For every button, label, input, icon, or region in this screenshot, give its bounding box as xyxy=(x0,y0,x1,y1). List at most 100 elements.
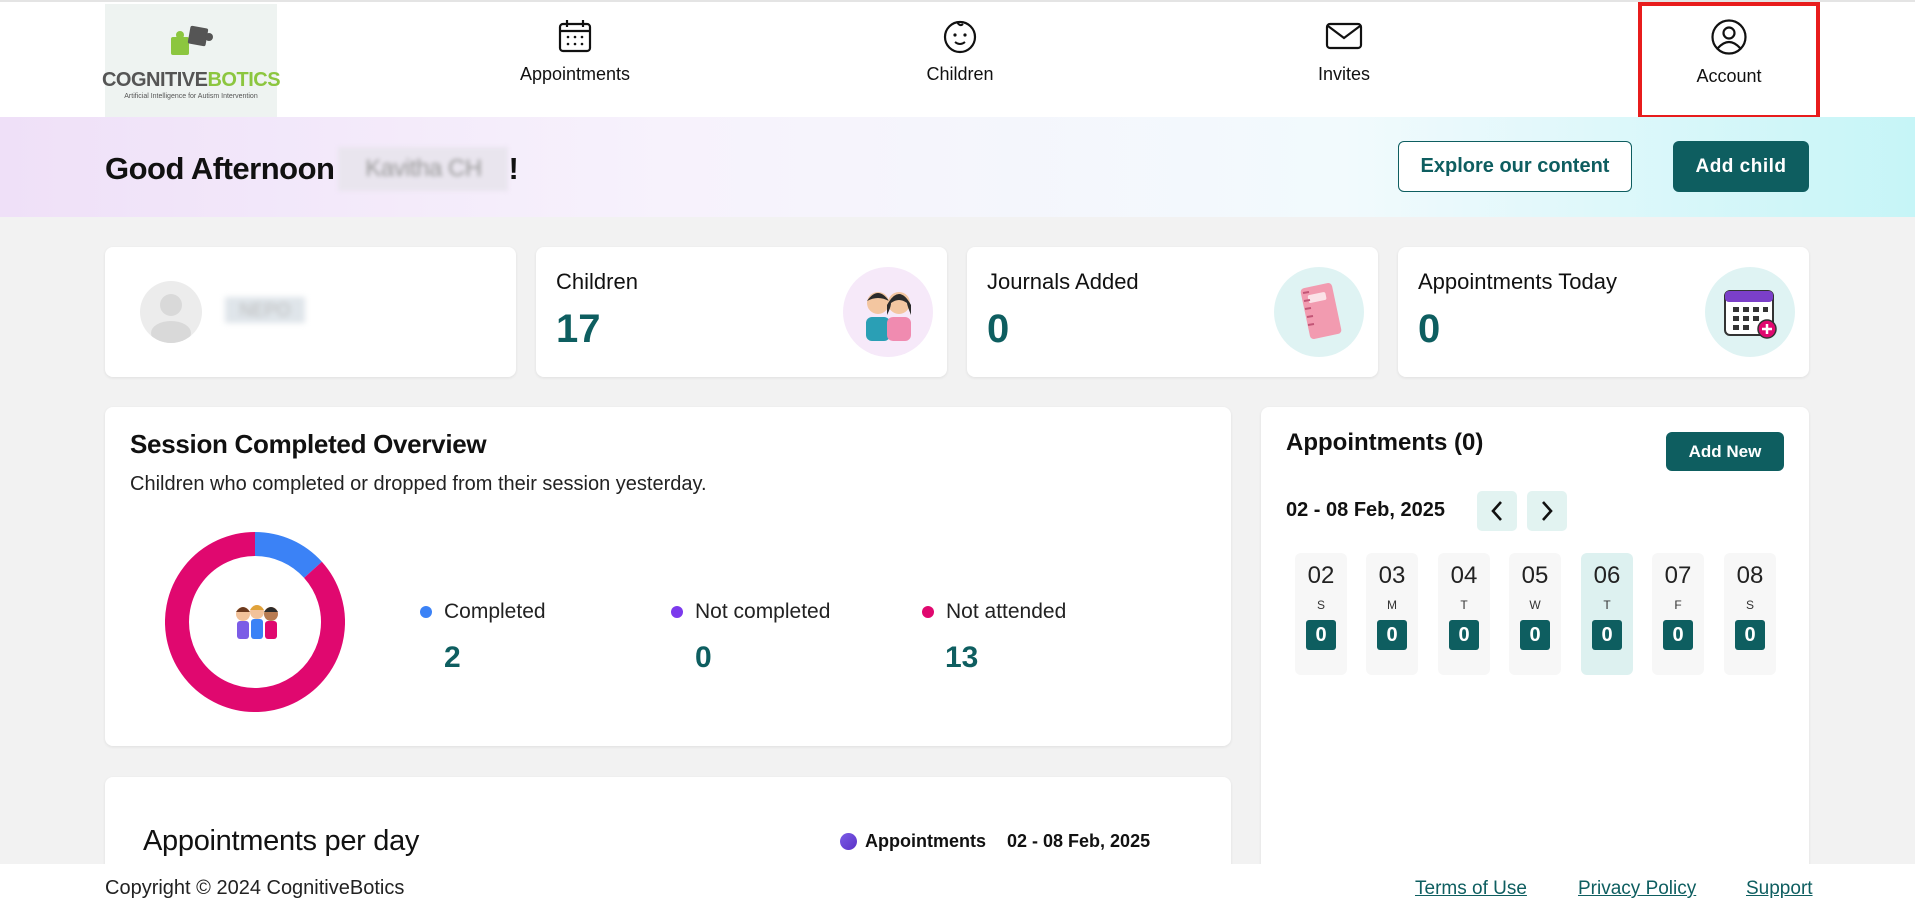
legend-not-attended: Not attended xyxy=(922,600,1066,624)
children-illustration-icon xyxy=(843,267,933,357)
avatar xyxy=(140,281,202,343)
greeting-heading: Good Afternoon Kavitha CH ! xyxy=(105,147,519,191)
day-number: 05 xyxy=(1521,562,1549,589)
envelope-icon xyxy=(1325,22,1363,50)
legend-value-not-attended: 13 xyxy=(945,641,979,674)
day-count-badge: 0 xyxy=(1663,620,1693,650)
copyright-text: Copyright © 2024 CognitiveBotics xyxy=(105,877,405,899)
journals-stat-card[interactable]: Journals Added 0 xyxy=(967,247,1378,377)
legend-value-completed: 2 xyxy=(444,641,461,674)
day-cell[interactable]: 07 F 0 xyxy=(1652,553,1704,675)
day-count-badge: 0 xyxy=(1306,620,1336,650)
add-new-appointment-button[interactable]: Add New xyxy=(1666,432,1784,471)
previous-week-button[interactable] xyxy=(1477,491,1517,531)
logo-wordmark: COGNITIVEBOTICS xyxy=(101,69,281,91)
stat-label: Children xyxy=(556,269,638,294)
session-overview-title: Session Completed Overview xyxy=(130,429,487,459)
day-weekday: M xyxy=(1387,598,1397,612)
nav-appointments[interactable]: Appointments xyxy=(484,2,666,119)
user-circle-icon xyxy=(1711,19,1747,55)
per-day-legend: Appointments xyxy=(840,831,986,852)
footer: Copyright © 2024 CognitiveBotics Terms o… xyxy=(0,864,1915,911)
nav-invites[interactable]: Invites xyxy=(1253,2,1435,119)
day-cell[interactable]: 08 S 0 xyxy=(1724,553,1776,675)
stat-value: 17 xyxy=(556,307,601,351)
day-weekday: F xyxy=(1674,598,1682,612)
legend-label: Not completed xyxy=(695,600,831,623)
logo-tagline: Artificial Intelligence for Autism Inter… xyxy=(124,93,258,100)
day-number: 03 xyxy=(1378,562,1406,589)
appointments-panel: Appointments (0) Add New 02 - 08 Feb, 20… xyxy=(1261,407,1809,897)
calendar-icon xyxy=(558,20,592,53)
day-number: 04 xyxy=(1450,562,1478,589)
legend-completed: Completed xyxy=(420,600,546,624)
day-count-badge: 0 xyxy=(1735,620,1765,650)
day-number: 07 xyxy=(1664,562,1692,589)
redacted-profile-name: NEPO xyxy=(225,297,305,323)
default-avatar-icon xyxy=(151,294,191,343)
greeting-suffix: ! xyxy=(508,151,519,186)
session-donut-chart xyxy=(165,532,345,712)
session-overview-card: Session Completed Overview Children who … xyxy=(105,407,1231,746)
calendar-plus-icon xyxy=(1705,267,1795,357)
legend-dot xyxy=(840,833,857,850)
day-weekday: S xyxy=(1316,598,1325,612)
legend-dot xyxy=(420,606,432,618)
day-count-badge: 0 xyxy=(1449,620,1479,650)
legend-label: Not attended xyxy=(946,600,1067,623)
journal-notebook-icon xyxy=(1274,267,1364,357)
redacted-user-name: Kavitha CH xyxy=(338,147,509,191)
nav-account-label: Account xyxy=(1696,66,1762,86)
day-number: 08 xyxy=(1736,562,1764,589)
legend-dot xyxy=(671,606,683,618)
day-count-badge: 0 xyxy=(1520,620,1550,650)
add-child-button[interactable]: Add child xyxy=(1673,141,1809,192)
day-weekday: S xyxy=(1745,598,1754,612)
stat-label: Appointments Today xyxy=(1418,269,1617,294)
legend-value-not-completed: 0 xyxy=(695,641,712,674)
day-cell[interactable]: 02 S 0 xyxy=(1295,553,1347,675)
top-navigation: COGNITIVEBOTICS Artificial Intelligence … xyxy=(0,0,1915,119)
donut-slice-not-attended xyxy=(165,532,345,712)
privacy-policy-link[interactable]: Privacy Policy xyxy=(1578,878,1697,899)
children-group-icon xyxy=(236,605,278,639)
nav-children-label: Children xyxy=(926,64,994,84)
day-cell-selected[interactable]: 06 T 0 xyxy=(1581,553,1633,675)
day-number: 06 xyxy=(1593,562,1621,589)
support-link[interactable]: Support xyxy=(1746,878,1813,899)
profile-card[interactable]: NEPO xyxy=(105,247,516,377)
per-day-legend-label: Appointments xyxy=(865,831,986,851)
terms-of-use-link[interactable]: Terms of Use xyxy=(1415,878,1527,899)
chevron-right-icon xyxy=(1542,501,1553,521)
session-overview-subtitle: Children who completed or dropped from t… xyxy=(130,473,707,495)
nav-invites-label: Invites xyxy=(1317,64,1371,84)
stat-value: 0 xyxy=(987,307,1010,351)
day-cell[interactable]: 04 T 0 xyxy=(1438,553,1490,675)
day-cell[interactable]: 05 W 0 xyxy=(1509,553,1561,675)
day-count-badge: 0 xyxy=(1377,620,1407,650)
day-cell[interactable]: 03 M 0 xyxy=(1366,553,1418,675)
next-week-button[interactable] xyxy=(1527,491,1567,531)
baby-face-icon xyxy=(943,20,977,54)
legend-not-completed: Not completed xyxy=(671,600,830,624)
stat-value: 0 xyxy=(1418,307,1441,351)
appointments-per-day-title: Appointments per day xyxy=(143,825,420,857)
day-number: 02 xyxy=(1307,562,1335,589)
greeting-text: Good Afternoon xyxy=(105,151,335,186)
day-weekday: T xyxy=(1460,598,1468,612)
chevron-left-icon xyxy=(1491,501,1502,521)
legend-dot xyxy=(922,606,934,618)
week-range-label: 02 - 08 Feb, 2025 xyxy=(1286,499,1445,521)
appointments-today-stat-card[interactable]: Appointments Today 0 xyxy=(1398,247,1809,377)
day-weekday: T xyxy=(1603,598,1611,612)
explore-content-button[interactable]: Explore our content xyxy=(1398,141,1632,192)
day-count-badge: 0 xyxy=(1592,620,1622,650)
appointments-panel-title: Appointments (0) xyxy=(1286,429,1484,456)
legend-label: Completed xyxy=(444,600,546,623)
nav-account[interactable]: Account xyxy=(1638,2,1820,119)
nav-children[interactable]: Children xyxy=(869,2,1051,119)
children-stat-card[interactable]: Children 17 xyxy=(536,247,947,377)
stat-label: Journals Added xyxy=(987,269,1139,294)
per-day-date-range: 02 - 08 Feb, 2025 xyxy=(1007,831,1151,851)
cognitivebotics-logo[interactable]: COGNITIVEBOTICS Artificial Intelligence … xyxy=(101,4,281,119)
